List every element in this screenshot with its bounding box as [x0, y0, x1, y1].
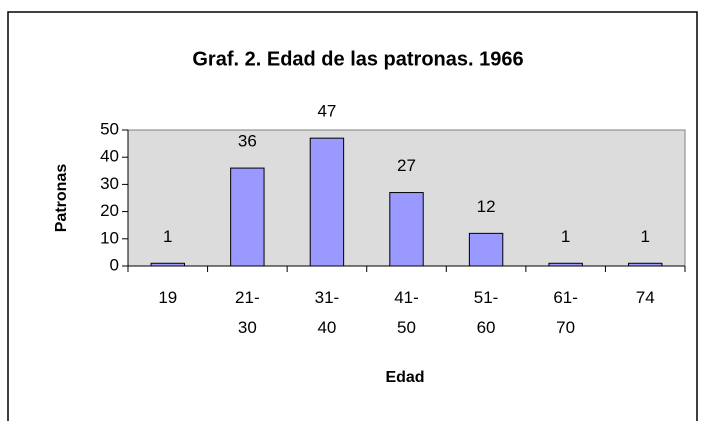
x-tick-label: 51-60 [473, 288, 499, 337]
x-tick-label: 74 [635, 288, 655, 307]
data-label: 1 [163, 227, 172, 246]
data-label: 12 [477, 197, 496, 216]
x-tick-label: 61-70 [553, 288, 578, 337]
x-tick-label: 31-40 [314, 288, 340, 337]
bar [468, 232, 504, 267]
y-tick-label: 40 [100, 147, 119, 166]
y-axis-label: Patronas [53, 164, 70, 233]
data-label: 47 [317, 102, 336, 121]
x-axis-label: Edad [385, 369, 424, 386]
x-tick-label: 41-50 [394, 288, 419, 337]
y-tick-label: 0 [110, 255, 119, 274]
y-tick-label: 30 [100, 174, 119, 193]
x-tick-label: 21-30 [235, 288, 260, 337]
y-tick-label: 20 [100, 201, 119, 220]
x-tick-label: 19 [158, 288, 178, 307]
y-tick-label: 50 [100, 119, 119, 138]
data-label: 36 [238, 132, 257, 151]
y-tick-label: 10 [100, 228, 119, 247]
data-label: 1 [640, 227, 649, 246]
chart-title: Graf. 2. Edad de las patronas. 1966 [192, 48, 523, 70]
bar [309, 137, 345, 267]
bar [230, 167, 265, 267]
data-label: 1 [561, 227, 570, 246]
bar [389, 192, 424, 267]
data-label: 27 [397, 156, 416, 175]
